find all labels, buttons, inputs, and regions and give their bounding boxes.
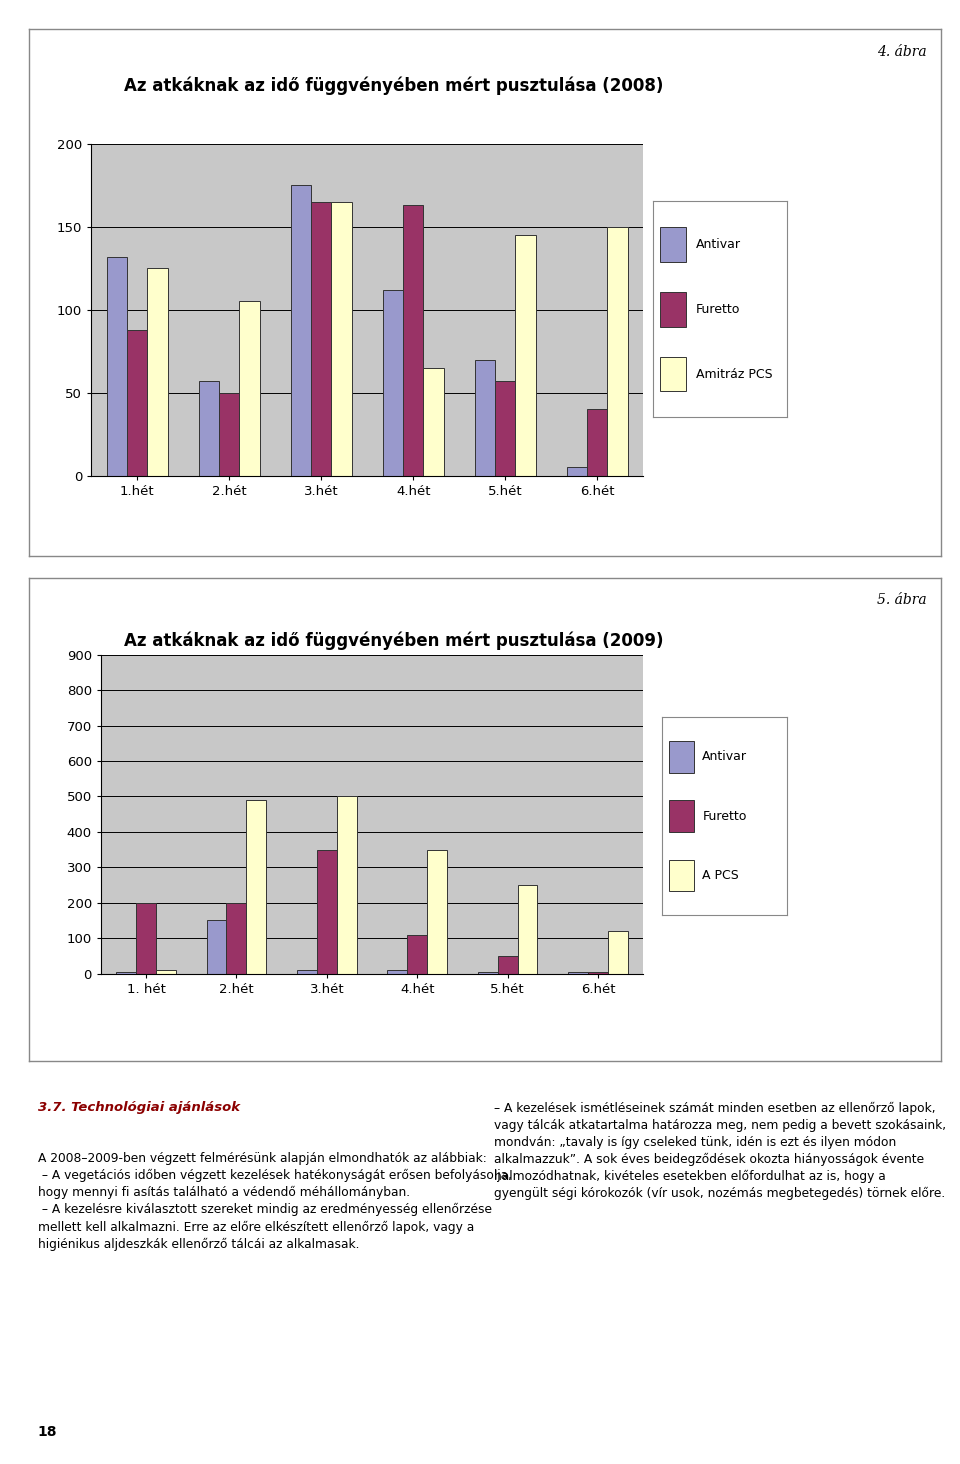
Bar (156, 971, 176, 974)
Bar (423, 367, 444, 476)
Bar (608, 227, 628, 476)
Bar (297, 971, 317, 974)
Bar (475, 360, 495, 476)
Text: 5. ábra: 5. ábra (877, 593, 927, 606)
FancyBboxPatch shape (668, 741, 693, 773)
Bar (331, 202, 351, 476)
Bar (206, 921, 227, 974)
Bar (219, 392, 239, 476)
Bar (127, 329, 147, 476)
Bar (317, 849, 337, 974)
Bar (495, 381, 516, 476)
Text: Az atkáknak az idő függvényében mért pusztulása (2008): Az atkáknak az idő függvényében mért pus… (124, 76, 663, 95)
Bar (403, 205, 423, 476)
Bar (407, 934, 427, 974)
FancyBboxPatch shape (660, 357, 686, 391)
Bar (136, 903, 156, 974)
Bar (291, 186, 311, 476)
Bar (516, 236, 536, 476)
Text: Furetto: Furetto (703, 810, 747, 823)
Bar (116, 972, 136, 974)
Bar (227, 903, 247, 974)
FancyBboxPatch shape (660, 227, 686, 262)
Bar (478, 972, 497, 974)
Bar (566, 467, 588, 476)
Bar (388, 971, 407, 974)
Bar (568, 972, 588, 974)
Bar (383, 290, 403, 476)
Bar (147, 268, 168, 476)
Text: Antivar: Antivar (703, 751, 747, 763)
Text: Az atkáknak az idő függvényében mért pusztulása (2009): Az atkáknak az idő függvényében mért pus… (124, 631, 663, 650)
Bar (608, 931, 628, 974)
Bar (247, 799, 266, 974)
FancyBboxPatch shape (660, 291, 686, 326)
Bar (588, 972, 608, 974)
Text: 18: 18 (38, 1424, 58, 1439)
Text: A PCS: A PCS (703, 870, 739, 881)
Text: Furetto: Furetto (696, 303, 740, 316)
Bar (239, 302, 259, 476)
Bar (107, 256, 127, 476)
Bar (517, 884, 538, 974)
Bar (427, 849, 447, 974)
Text: 3.7. Technológiai ajánlások: 3.7. Technológiai ajánlások (38, 1101, 240, 1114)
Text: A 2008–2009-ben végzett felmérésünk alapján elmondhatók az alábbiak:
 – A vegetá: A 2008–2009-ben végzett felmérésünk alap… (38, 1152, 512, 1250)
FancyBboxPatch shape (668, 859, 693, 892)
Bar (199, 381, 219, 476)
Text: 4. ábra: 4. ábra (877, 45, 927, 59)
Bar (497, 956, 517, 974)
Text: – A kezelések ismétléseinek számát minden esetben az ellenőrző lapok,
vagy tálcá: – A kezelések ismétléseinek számát minde… (493, 1101, 946, 1200)
Text: Antivar: Antivar (696, 239, 741, 252)
Text: Amitráz PCS: Amitráz PCS (696, 367, 773, 381)
Bar (337, 796, 356, 974)
Bar (311, 202, 331, 476)
Bar (588, 410, 608, 476)
FancyBboxPatch shape (668, 801, 693, 832)
